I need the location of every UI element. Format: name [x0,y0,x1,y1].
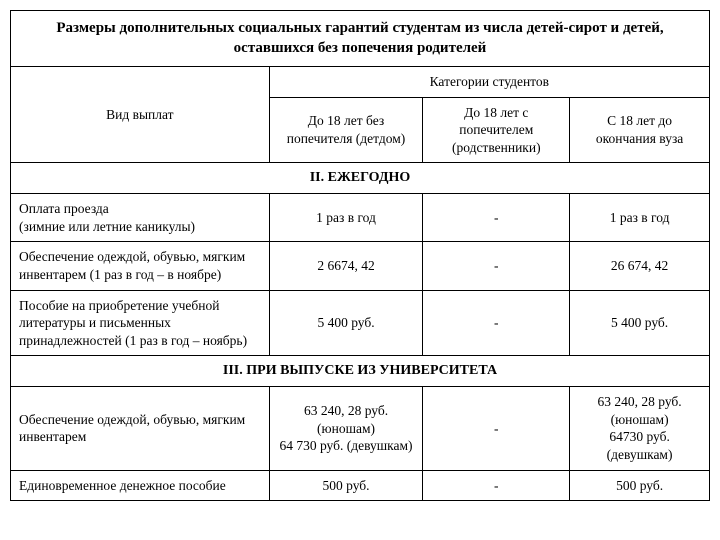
table-title: Размеры дополнительных социальных гарант… [11,11,710,67]
section-3-title: III. ПРИ ВЫПУСКЕ ИЗ УНИВЕРСИТЕТА [11,356,710,387]
row-label: Обеспечение одеждой, обувью, мягким инве… [11,242,270,290]
row-value: 5 400 руб. [269,290,423,356]
row-value: - [423,194,570,242]
row-label: Пособие на приобретение учебной литерату… [11,290,270,356]
row-value: - [423,242,570,290]
table-row: Единовременное денежное пособие 500 руб.… [11,470,710,501]
table-row: Оплата проезда(зимние или летние каникул… [11,194,710,242]
row-value: 5 400 руб. [570,290,710,356]
row-value: 500 руб. [269,470,423,501]
section-2-header: II. ЕЖЕГОДНО [11,163,710,194]
col-header-kind: Вид выплат [11,67,270,163]
row-value: 26 674, 42 [570,242,710,290]
col-header-c2: До 18 лет с попечителем (родственники) [423,97,570,163]
col-header-c1: До 18 лет без попечителя (детдом) [269,97,423,163]
header-row-1: Вид выплат Категории студентов [11,67,710,98]
row-label: Оплата проезда(зимние или летние каникул… [11,194,270,242]
table-row: Обеспечение одеждой, обувью, мягким инве… [11,387,710,470]
col-header-category: Категории студентов [269,67,709,98]
section-2-title: II. ЕЖЕГОДНО [11,163,710,194]
row-value: - [423,387,570,470]
row-value: 1 раз в год [570,194,710,242]
section-3-header: III. ПРИ ВЫПУСКЕ ИЗ УНИВЕРСИТЕТА [11,356,710,387]
row-value: 63 240, 28 руб. (юношам)64 730 руб. (дев… [269,387,423,470]
row-value: 2 6674, 42 [269,242,423,290]
row-value: 63 240, 28 руб. (юношам)64730 руб. (деву… [570,387,710,470]
row-label: Единовременное денежное пособие [11,470,270,501]
table-row: Обеспечение одеждой, обувью, мягким инве… [11,242,710,290]
row-value: - [423,290,570,356]
row-value: - [423,470,570,501]
table-row: Пособие на приобретение учебной литерату… [11,290,710,356]
row-value: 1 раз в год [269,194,423,242]
title-row: Размеры дополнительных социальных гарант… [11,11,710,67]
col-header-c3: С 18 лет до окончания вуза [570,97,710,163]
row-value: 500 руб. [570,470,710,501]
row-label: Обеспечение одеждой, обувью, мягким инве… [11,387,270,470]
benefits-table: Размеры дополнительных социальных гарант… [10,10,710,501]
